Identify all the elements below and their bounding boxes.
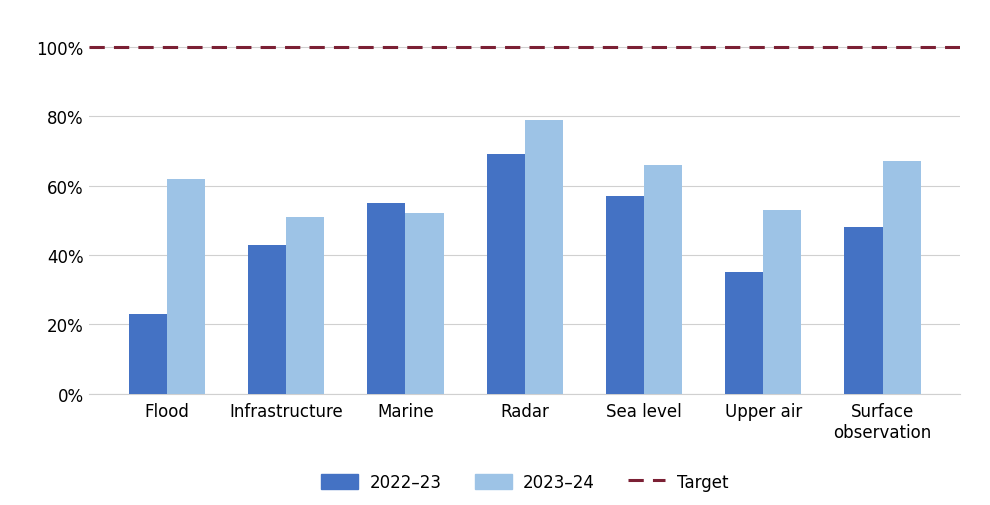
Bar	[882, 162, 921, 394]
Bar	[725, 273, 763, 394]
Legend: 2022–23, 2023–24, Target: 2022–23, 2023–24, Target	[315, 467, 735, 498]
Bar	[486, 155, 525, 394]
Bar	[844, 228, 882, 394]
Bar	[763, 211, 802, 394]
Bar	[167, 179, 205, 394]
Bar	[367, 204, 406, 394]
Bar	[406, 214, 444, 394]
Bar	[129, 314, 167, 394]
Bar	[248, 245, 286, 394]
Bar	[606, 196, 644, 394]
Bar	[644, 166, 682, 394]
Bar	[525, 121, 563, 394]
Bar	[286, 218, 325, 394]
